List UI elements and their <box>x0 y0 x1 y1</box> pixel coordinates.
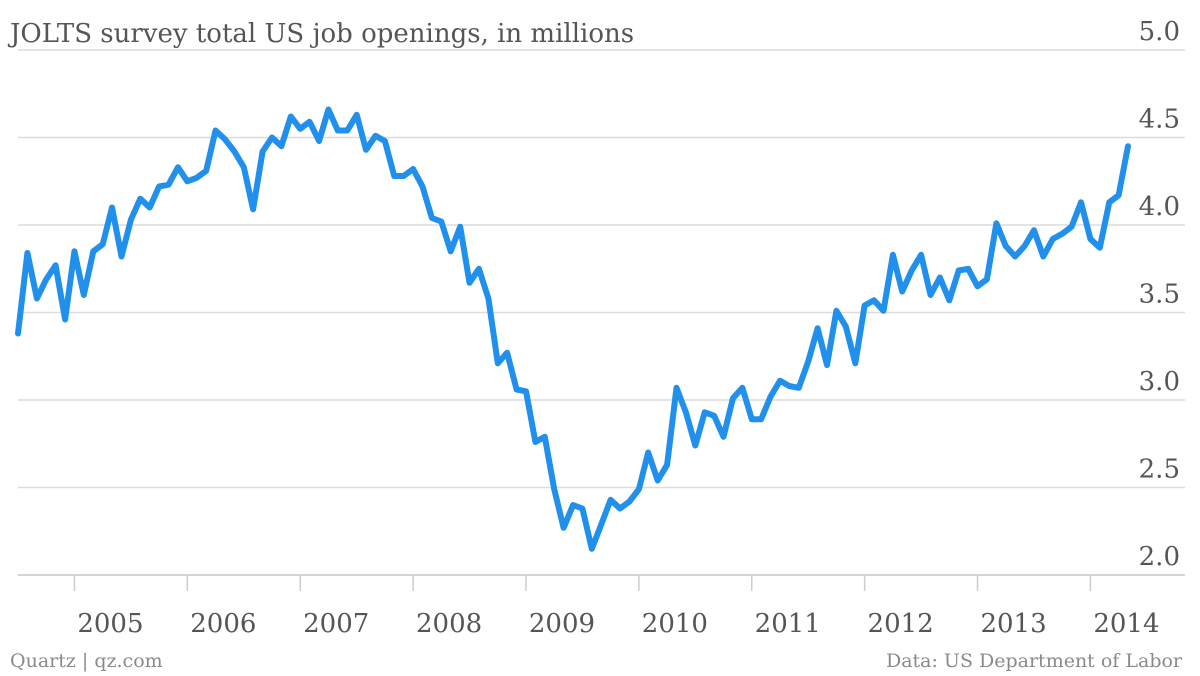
x-tick-label: 2006 <box>190 609 256 639</box>
y-tick-label: 2.0 <box>1139 542 1180 572</box>
chart-title: JOLTS survey total US job openings, in m… <box>7 19 634 49</box>
source-right: Data: US Department of Labor <box>886 650 1183 672</box>
x-tick-label: 2008 <box>416 609 482 639</box>
x-tick-label: 2009 <box>529 609 595 639</box>
y-tick-label: 4.0 <box>1139 192 1180 222</box>
x-tick-label: 2007 <box>303 609 369 639</box>
x-tick-label: 2010 <box>642 609 708 639</box>
y-tick-label: 3.5 <box>1139 280 1180 310</box>
x-tick-label: 2014 <box>1093 609 1159 639</box>
x-tick-label: 2013 <box>980 609 1046 639</box>
x-tick-label: 2011 <box>755 609 821 639</box>
y-tick-label: 2.5 <box>1139 455 1180 485</box>
x-tick-label: 2005 <box>77 609 143 639</box>
data-line <box>15 106 1131 552</box>
y-tick-label: 4.5 <box>1139 105 1180 135</box>
y-tick-label: 5.0 <box>1139 17 1180 47</box>
x-tick-label: 2012 <box>868 609 934 639</box>
y-tick-label: 3.0 <box>1139 367 1180 397</box>
source-left: Quartz | qz.com <box>10 650 163 672</box>
